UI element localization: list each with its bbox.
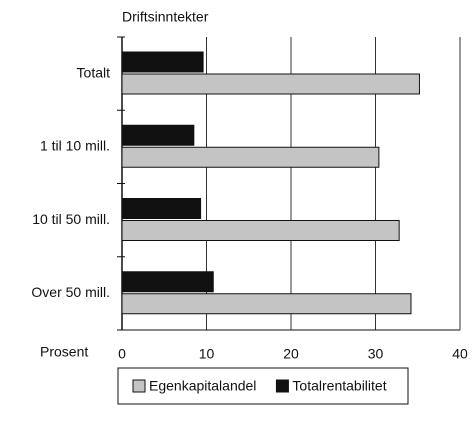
bar — [121, 124, 195, 146]
bar — [121, 220, 400, 241]
x-tick-label: 20 — [283, 346, 299, 362]
y-tick-label: Over 50 mill. — [31, 284, 110, 300]
x-tick-label: 0 — [118, 346, 126, 362]
chart-title: Driftsinntekter — [122, 9, 209, 25]
bar — [121, 146, 380, 168]
x-tick-label: 30 — [368, 346, 384, 362]
y-tick-label: 10 til 50 mill. — [32, 211, 110, 227]
legend-label: Totalrentabilitet — [292, 378, 386, 394]
bar — [121, 73, 420, 95]
y-tick-label: 1 til 10 mill. — [40, 138, 110, 154]
bar — [121, 51, 204, 73]
x-axis-label: Prosent — [40, 344, 88, 360]
legend-box — [117, 367, 409, 405]
bar — [121, 198, 202, 219]
x-tick-label: 10 — [199, 346, 215, 362]
bar — [121, 293, 412, 315]
legend-label: Egenkapitalandel — [149, 378, 256, 394]
y-tick-label: Totalt — [77, 64, 111, 80]
legend-swatch — [132, 379, 146, 393]
bar — [121, 271, 214, 293]
x-tick-label: 40 — [452, 346, 468, 362]
legend-swatch — [275, 379, 289, 393]
